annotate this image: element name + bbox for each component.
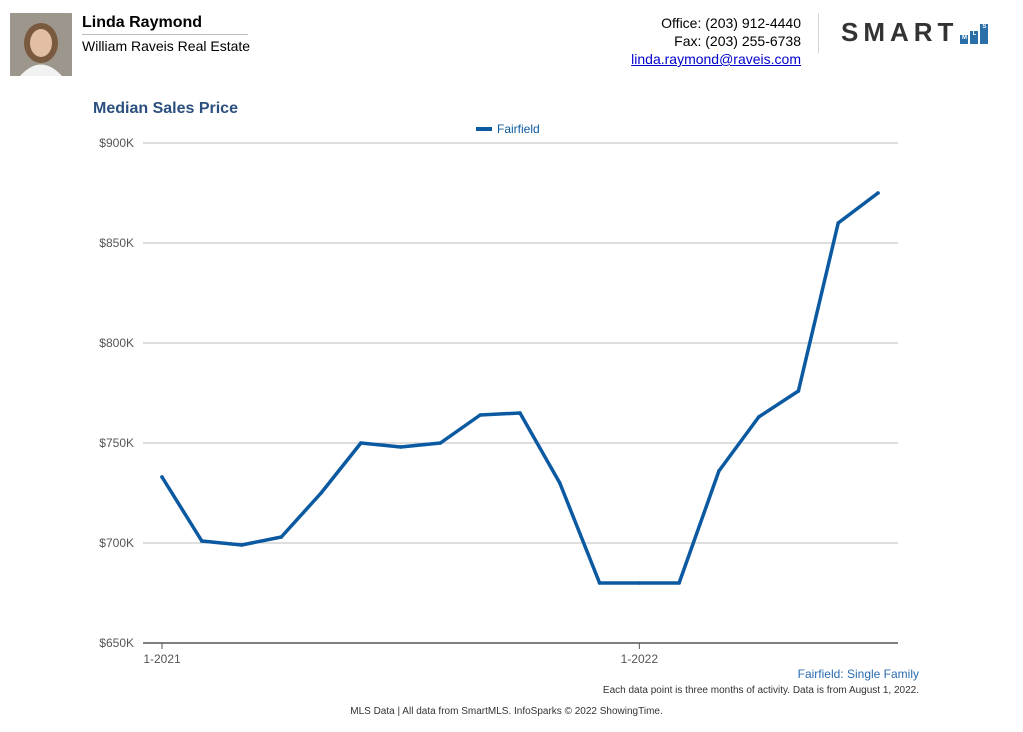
x-tick-label: 1-2021 bbox=[143, 652, 181, 666]
legend-swatch bbox=[476, 127, 492, 131]
contact-block: Office: (203) 912-4440 Fax: (203) 255-67… bbox=[631, 14, 801, 68]
agent-photo bbox=[10, 13, 72, 76]
data-point bbox=[199, 539, 204, 543]
chart-title: Median Sales Price bbox=[93, 100, 238, 117]
header-divider bbox=[818, 13, 819, 53]
email-link[interactable]: linda.raymond@raveis.com bbox=[631, 51, 801, 67]
agent-name-divider bbox=[82, 34, 248, 35]
y-tick-label: $800K bbox=[99, 336, 134, 350]
data-point bbox=[160, 475, 164, 479]
data-point bbox=[677, 581, 681, 585]
office-phone: Office: (203) 912-4440 bbox=[661, 15, 801, 31]
y-tick-label: $750K bbox=[99, 436, 134, 450]
data-point bbox=[756, 415, 761, 419]
logo-bar-s: S bbox=[980, 24, 989, 44]
data-point bbox=[398, 445, 403, 449]
legend-label: Fairfield bbox=[497, 122, 540, 136]
data-point bbox=[279, 535, 284, 539]
y-tick-label: $650K bbox=[99, 636, 134, 650]
x-tick-label: 1-2022 bbox=[621, 652, 659, 666]
data-point bbox=[319, 491, 323, 495]
chart-legend: Fairfield bbox=[476, 122, 540, 136]
data-point bbox=[597, 581, 602, 585]
data-point bbox=[876, 191, 880, 195]
logo-bar-m: M bbox=[960, 35, 969, 44]
y-tick-label: $900K bbox=[99, 136, 134, 150]
data-point bbox=[717, 469, 721, 473]
y-tick-label: $850K bbox=[99, 236, 134, 250]
fax-number: Fax: (203) 255-6738 bbox=[674, 33, 801, 49]
data-point bbox=[438, 441, 443, 445]
logo-wordmark: SMART bbox=[841, 17, 959, 47]
data-point bbox=[478, 413, 483, 417]
series-line-fairfield bbox=[160, 191, 880, 585]
data-point bbox=[359, 441, 363, 445]
chart-subtitle: Fairfield: Single Family bbox=[797, 667, 919, 681]
data-point bbox=[836, 221, 841, 225]
data-point bbox=[637, 581, 642, 585]
data-point bbox=[557, 481, 562, 485]
agent-name: Linda Raymond bbox=[82, 14, 203, 31]
data-point bbox=[239, 543, 244, 547]
chart-note: Each data point is three months of activ… bbox=[602, 685, 919, 696]
y-tick-label: $700K bbox=[99, 536, 134, 550]
logo-bar-l: L bbox=[970, 31, 979, 44]
data-point bbox=[518, 411, 522, 415]
data-point bbox=[796, 389, 801, 393]
logo-bars-icon: M L S bbox=[960, 24, 990, 44]
data-source: MLS Data | All data from SmartMLS. InfoS… bbox=[350, 706, 663, 717]
smartmls-logo: SMART M L S bbox=[841, 18, 990, 46]
agent-company: William Raveis Real Estate bbox=[82, 38, 251, 54]
